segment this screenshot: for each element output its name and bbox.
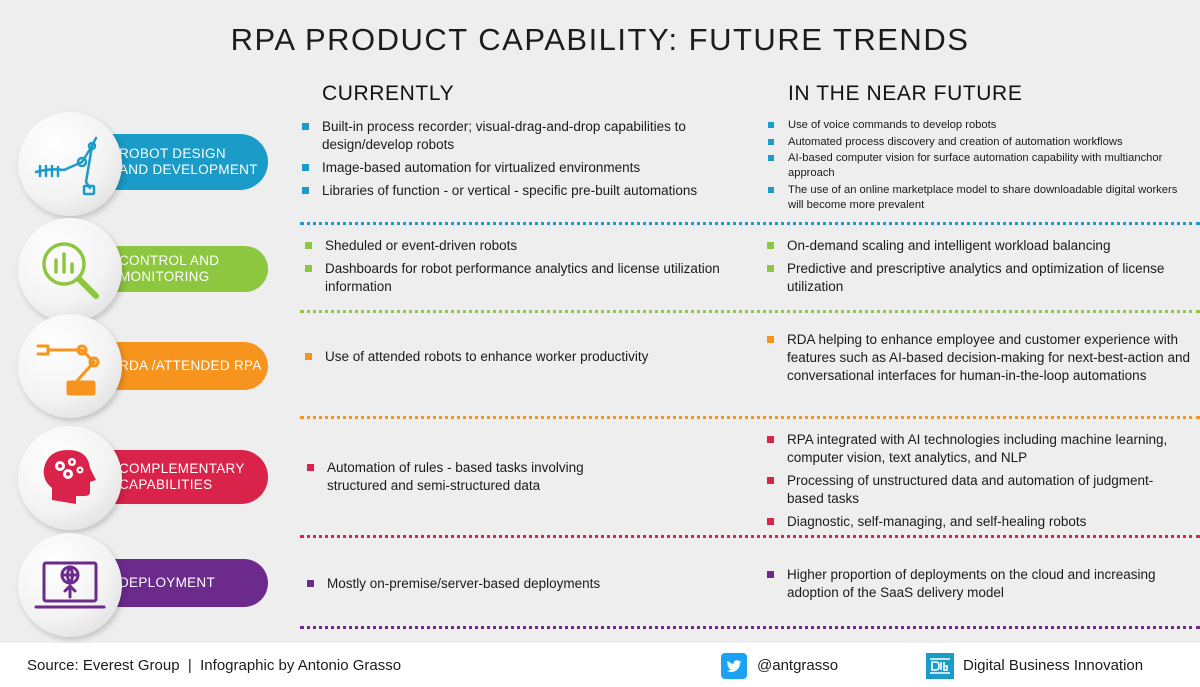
bullet-marker — [767, 518, 774, 525]
dbi-logo-icon — [926, 653, 954, 679]
bullet-marker — [307, 580, 314, 587]
list-item: Higher proportion of deployments on the … — [765, 566, 1185, 602]
list-item: Automated process discovery and creation… — [766, 135, 1186, 150]
list-item: Use of voice commands to develop robots — [766, 118, 1186, 133]
list-item: Sheduled or event-driven robots — [303, 237, 763, 255]
list-item: Predictive and prescriptive analytics an… — [765, 260, 1185, 296]
list-item: Libraries of function - or vertical - sp… — [300, 182, 770, 200]
bullet-marker — [767, 242, 774, 249]
bullet-marker — [768, 138, 774, 145]
list-item: Automation of rules - based tasks involv… — [305, 459, 635, 495]
bullet-marker — [305, 353, 312, 360]
head-gears-icon — [18, 426, 122, 530]
label-line-1: COMPLEMENTARY — [119, 461, 245, 476]
future-list: RDA helping to enhance employee and cust… — [765, 331, 1193, 390]
label-line-1: ROBOT DESIGN — [119, 146, 226, 161]
label-line-2: AND DEVELOPMENT — [119, 162, 258, 177]
current-list: Sheduled or event-driven robots Dashboar… — [303, 237, 763, 301]
laptop-globe-icon — [18, 533, 122, 637]
magnifier-chart-icon — [18, 218, 122, 322]
row-divider — [300, 535, 1200, 538]
bullet-marker — [302, 123, 309, 130]
robot-arm-icon — [18, 112, 122, 216]
brand-name: Digital Business Innovation — [963, 657, 1144, 674]
current-list: Use of attended robots to enhance worker… — [303, 348, 763, 371]
bullet-marker — [302, 187, 309, 194]
current-list: Mostly on-premise/server-based deploymen… — [305, 575, 765, 598]
bullet-marker — [767, 336, 774, 343]
current-list: Built-in process recorder; visual-drag-a… — [300, 118, 770, 205]
column-header-currently: CURRENTLY — [322, 82, 455, 105]
bullet-marker — [302, 164, 309, 171]
future-list: Higher proportion of deployments on the … — [765, 566, 1185, 607]
bullet-marker — [305, 265, 312, 272]
row-divider — [300, 416, 1200, 419]
row-divider — [300, 310, 1200, 313]
capability-row-complementary: COMPLEMENTARY CAPABILITIES Automation of … — [0, 418, 1200, 536]
list-item: Dashboards for robot performance analyti… — [303, 260, 763, 296]
capability-row-control-monitoring: CONTROL AND MONITORING Sheduled or event-… — [0, 218, 1200, 322]
capability-row-deployment: DEPLOYMENT Mostly on-premise/server-base… — [0, 533, 1200, 637]
bullet-marker — [767, 436, 774, 443]
list-item: Mostly on-premise/server-based deploymen… — [305, 575, 765, 593]
capability-row-rda: RDA /ATTENDED RPA Use of attended robots… — [0, 312, 1200, 418]
bullet-marker — [767, 571, 774, 578]
label-line-2: MONITORING — [119, 269, 210, 284]
row-divider — [300, 222, 1200, 225]
label-line-1: RDA /ATTENDED RPA — [119, 358, 262, 373]
bullet-marker — [768, 155, 774, 161]
future-list: RPA integrated with AI technologies incl… — [765, 431, 1185, 536]
current-list: Automation of rules - based tasks involv… — [305, 459, 635, 500]
list-item: Diagnostic, self-managing, and self-heal… — [765, 513, 1185, 531]
label-line-1: DEPLOYMENT — [119, 575, 216, 590]
row-divider — [300, 626, 1200, 629]
label-line-2: CAPABILITIES — [119, 477, 213, 492]
bullet-marker — [305, 242, 312, 249]
bullet-marker — [768, 122, 774, 128]
label-line-1: CONTROL AND — [119, 253, 220, 268]
capability-row-robot-design: ROBOT DESIGN AND DEVELOPMENT Built-in pro… — [0, 110, 1200, 222]
list-item: Built-in process recorder; visual-drag-a… — [300, 118, 770, 154]
column-header-future: IN THE NEAR FUTURE — [788, 82, 1023, 105]
list-item: RPA integrated with AI technologies incl… — [765, 431, 1185, 467]
future-list: On-demand scaling and intelligent worklo… — [765, 237, 1185, 301]
list-item: Image-based automation for virtualized e… — [300, 159, 770, 177]
bullet-marker — [307, 464, 314, 471]
twitter-icon[interactable] — [721, 653, 747, 679]
bullet-marker — [768, 186, 774, 193]
industrial-arm-icon — [18, 314, 122, 418]
bullet-marker — [767, 265, 774, 272]
footer: Source: Everest Group | Infographic by A… — [0, 643, 1200, 687]
list-item: Processing of unstructured data and auto… — [765, 472, 1185, 508]
list-item: AI-based computer vision for surface aut… — [766, 151, 1186, 181]
list-item: Use of attended robots to enhance worker… — [303, 348, 763, 366]
list-item: The use of an online marketplace model t… — [766, 183, 1186, 213]
bullet-marker — [767, 477, 774, 484]
future-list: Use of voice commands to develop robots … — [766, 118, 1186, 214]
page-title: RPA PRODUCT CAPABILITY: FUTURE TRENDS — [230, 22, 970, 57]
twitter-handle[interactable]: @antgrasso — [757, 657, 839, 674]
list-item: RDA helping to enhance employee and cust… — [765, 331, 1193, 385]
source-credit: Source: Everest Group | Infographic by A… — [27, 657, 402, 674]
list-item: On-demand scaling and intelligent worklo… — [765, 237, 1185, 255]
